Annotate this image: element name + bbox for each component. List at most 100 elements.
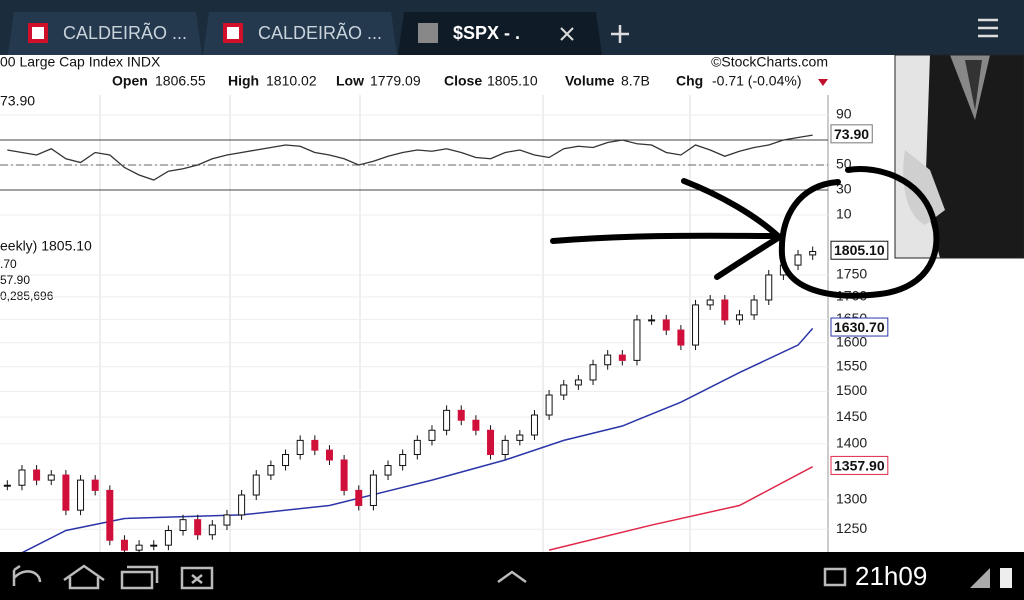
y-tick-label: 1400 [836, 434, 867, 450]
candle [530, 414, 538, 436]
candle [194, 519, 202, 536]
tab[interactable] [8, 12, 202, 55]
favicon [32, 27, 44, 39]
value-label-box [830, 317, 889, 337]
candle [311, 439, 319, 451]
candle [355, 489, 363, 506]
home[interactable] [63, 564, 105, 590]
arrow-head [714, 235, 781, 280]
moving-average [6, 327, 814, 561]
nav-icons [12, 564, 847, 590]
candle [135, 544, 143, 551]
candle [267, 465, 275, 476]
value-label: 1357.90 [834, 457, 885, 473]
price-legend: .70 [0, 257, 17, 271]
value-label-box [830, 240, 889, 260]
quote-label: Volume [565, 73, 615, 89]
candle [618, 354, 626, 361]
photo-frame [894, 54, 1024, 259]
candle [428, 429, 436, 441]
candle [457, 409, 465, 421]
plot: 1030509073.90125013001400145015001550160… [0, 106, 889, 561]
candle [252, 474, 260, 496]
tab-active[interactable] [398, 12, 602, 55]
quote-value: 8.7B [621, 73, 650, 89]
new-tab[interactable] [611, 25, 629, 43]
candle [706, 299, 714, 306]
candle [18, 469, 26, 486]
candle [62, 474, 70, 511]
candle [721, 299, 729, 321]
tab-title[interactable]: CALDEIRÃO ... [63, 22, 187, 43]
recents[interactable] [120, 565, 159, 590]
candle [399, 454, 407, 467]
candle [560, 384, 568, 396]
favicon [227, 27, 239, 39]
favicon [418, 23, 438, 43]
y-tick-label: 10 [836, 206, 852, 222]
close-tab[interactable] [560, 27, 574, 41]
candle [208, 524, 216, 536]
candle [340, 459, 348, 491]
candle [164, 529, 172, 546]
candle [545, 394, 553, 416]
quote-label: Close [444, 73, 482, 89]
candle [516, 434, 524, 441]
quote-value: 1779.09 [370, 73, 421, 89]
quote-value: 1810.02 [266, 73, 317, 89]
candle [765, 274, 773, 301]
candle [3, 484, 11, 487]
y-tick-label: 1750 [836, 266, 867, 282]
candle [574, 379, 582, 386]
quote-label: Low [336, 73, 364, 89]
tab-title[interactable]: $SPX - . [453, 23, 520, 43]
y-tick-label: 1300 [836, 490, 867, 506]
signal [970, 568, 990, 588]
candle [443, 409, 451, 431]
candle [501, 439, 509, 456]
circle [778, 166, 940, 299]
candle [282, 454, 290, 467]
back[interactable] [12, 564, 42, 586]
tie [965, 60, 982, 110]
value-label-box [830, 455, 889, 475]
candle [238, 494, 246, 516]
gallery [823, 567, 847, 587]
tab-title[interactable]: CALDEIRÃO ... [258, 22, 382, 43]
quote-label: High [228, 73, 259, 89]
hand [903, 150, 945, 225]
suit [925, 55, 1024, 258]
screenshot[interactable] [180, 566, 214, 590]
menu[interactable] [978, 18, 998, 38]
candle [633, 319, 641, 361]
candle [648, 319, 656, 322]
y-tick-label: 1250 [836, 520, 867, 536]
arrow-head [681, 178, 781, 239]
candle [794, 254, 802, 266]
value-label: 1630.70 [834, 319, 885, 335]
candle [47, 474, 55, 481]
candle [692, 304, 700, 346]
moving-average [548, 466, 814, 551]
candle [589, 364, 597, 381]
price-legend: 57.90 [0, 273, 30, 287]
quote-label: Chg [676, 73, 703, 89]
candle [77, 479, 85, 511]
arrow-shaft [550, 232, 781, 244]
y-tick-label: 30 [836, 181, 852, 197]
candle [33, 469, 41, 481]
candle [809, 251, 817, 256]
photo [894, 54, 1024, 259]
expand[interactable] [497, 570, 527, 584]
quote-label: Open [112, 73, 148, 89]
value-label: 1805.10 [834, 242, 885, 258]
tab[interactable] [203, 12, 397, 55]
candle [413, 439, 421, 456]
rsi-line [7, 134, 813, 181]
candle [487, 429, 495, 456]
candle [369, 474, 377, 506]
candle [384, 465, 392, 476]
quote-value: -0.71 (-0.04%) [712, 73, 801, 89]
